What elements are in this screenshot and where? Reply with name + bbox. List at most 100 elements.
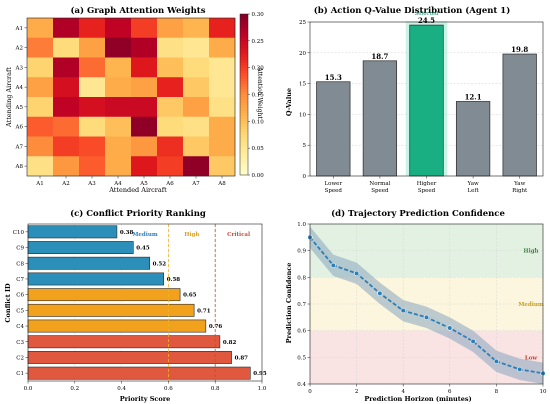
priority-value-label: 0.45: [136, 246, 150, 252]
colorbar-segment: [240, 70, 248, 74]
priority-bar: [27, 303, 195, 317]
heatmap-cell: [53, 77, 80, 98]
heatmap-cell: [183, 37, 210, 58]
heatmap-cell: [27, 77, 54, 98]
priority-value-label: 0.65: [183, 293, 197, 299]
colorbar-segment: [240, 56, 248, 61]
colorbar-segment: [240, 148, 248, 152]
colorbar-segment: [240, 118, 248, 122]
heatmap-cell: [105, 136, 132, 157]
colorbar-tick-label: 0.10: [252, 119, 265, 125]
heatmap-cell: [105, 77, 132, 98]
colorbar-segment: [240, 172, 248, 176]
priority-xlabel: Priority Score: [120, 395, 171, 403]
heatmap-cell: [157, 97, 184, 118]
panel-trajectory: (d) Trajectory Prediction Confidence Hig…: [285, 208, 547, 403]
colorbar-segment: [240, 40, 248, 44]
priority-value-label: 0.58: [167, 277, 181, 283]
heatmap-cell: [53, 156, 80, 177]
colorbar-segment: [240, 129, 248, 133]
colorbar-segment: [240, 19, 248, 23]
region-label: Medium: [132, 232, 158, 238]
heatmap-cell: [209, 57, 236, 78]
colorbar-segment: [240, 99, 248, 103]
trajectory-xtick-label: 6: [448, 389, 452, 395]
panel-qvalues: (b) Action Q-Value Distribution (Agent 1…: [285, 5, 544, 194]
heatmap-cell: [131, 18, 158, 39]
colorbar-segment: [240, 134, 248, 138]
heatmap-frame: [26, 17, 236, 177]
colorbar-segment: [240, 142, 248, 146]
qvalue-label: 19.8: [511, 45, 528, 54]
confidence-point: [423, 314, 430, 320]
qvalue-bar: [502, 53, 537, 177]
heatmap-cell: [209, 18, 236, 39]
colorbar-segment: [240, 113, 248, 117]
confidence-band: [310, 226, 543, 384]
qvalue-title: (b) Action Q-Value Distribution (Agent 1…: [314, 5, 510, 16]
heatmap-ytick-label: A4: [15, 85, 24, 91]
colorbar-segment: [240, 83, 248, 87]
heatmap-cell: [157, 57, 184, 78]
heatmap-cell: [105, 37, 132, 58]
priority-category-label: C10: [13, 230, 25, 236]
heatmap-ytick-label: A7: [15, 144, 24, 150]
trajectory-ytick-label: 1.0: [297, 222, 306, 228]
colorbar-segment: [240, 150, 248, 154]
colorbar-segment: [240, 27, 248, 31]
panel-priority: (c) Conflict Priority Ranking 0.38 0.45 0.…: [4, 208, 267, 403]
qvalue-bar: [362, 60, 398, 177]
colorbar-segment: [240, 43, 248, 47]
trajectory-xtick-label: 10: [540, 389, 547, 395]
heatmap-cell: [53, 97, 80, 118]
heatmap-xtick-label: A2: [61, 181, 69, 187]
panel-heatmap: (a) Graph Attention Weights A1 A2 A3 A4 A5 A6…: [5, 5, 264, 194]
heatmap-cell: [131, 77, 158, 98]
heatmap-cell: [131, 136, 158, 157]
colorbar-segment: [240, 48, 248, 52]
colorbar-tick-label: 0.15: [252, 93, 265, 99]
colorbar-segment: [240, 169, 248, 173]
colorbar-segment: [240, 132, 248, 136]
heatmap-cell: [27, 156, 54, 177]
priority-value-label: 0.87: [235, 355, 249, 361]
qvalue-category-label: Speed: [418, 188, 436, 194]
colorbar-segment: [240, 22, 248, 26]
heatmap-ytick-label: A6: [15, 125, 24, 131]
colorbar-segment: [240, 14, 248, 18]
colorbar-segment: [240, 64, 248, 69]
priority-category-label: C1: [16, 371, 24, 377]
heatmap-cell: [27, 136, 54, 157]
heatmap-cell: [105, 18, 132, 39]
heatmap-cell: [209, 37, 236, 58]
colorbar-segment: [240, 62, 248, 66]
colorbar-segment: [240, 91, 248, 95]
heatmap-ytick-label: A1: [15, 26, 23, 32]
colorbar-tick-label: 0.05: [252, 146, 265, 152]
qvalue-ytick-label: 15: [299, 82, 306, 88]
qvalue-category-label: Higher: [417, 181, 437, 187]
colorbar-segment: [240, 166, 248, 171]
colorbar-tick-label: 0.20: [252, 66, 265, 72]
colorbar-segment: [240, 59, 248, 63]
colorbar-segment: [240, 153, 248, 157]
priority-xtick-label: 0.4: [117, 386, 126, 392]
colorbar-segment: [240, 81, 248, 85]
qvalue-category-label: Speed: [371, 188, 389, 194]
colorbar-segment: [240, 137, 248, 141]
heatmap-cell: [79, 136, 106, 157]
heatmap-cell: [157, 18, 184, 39]
qvalue-category-label: Left: [468, 188, 480, 194]
priority-category-label: C7: [16, 277, 24, 283]
colorbar-segment: [240, 161, 248, 165]
colorbar-segment: [240, 121, 248, 125]
qvalue-category-label: Speed: [325, 188, 343, 194]
heatmap-cell: [183, 156, 210, 177]
priority-xtick-label: 1.0: [258, 386, 267, 392]
zone-label: Medium: [518, 302, 544, 308]
heatmap-cell: [27, 57, 54, 78]
trajectory-xtick-label: 4: [401, 389, 405, 395]
colorbar-segment: [240, 105, 248, 109]
colorbar-segment: [240, 51, 248, 55]
heatmap-cell: [79, 57, 106, 78]
